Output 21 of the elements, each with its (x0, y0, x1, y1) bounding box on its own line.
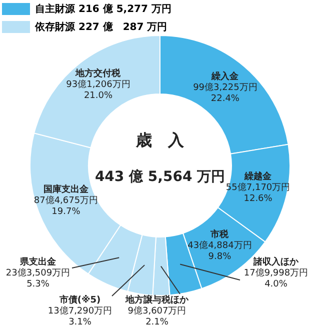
data-label: 99億3,225万円 22.4% (193, 82, 258, 104)
slice-label: 地方交付税 (74, 68, 122, 80)
data-label: 17億9,998万円 4.0% (244, 267, 308, 290)
slice-label: 繰入金 (210, 71, 240, 82)
data-label: 87億4,675万円 19.7% (34, 195, 98, 218)
data-label: 9億3,607万円 2.1% (128, 305, 186, 328)
slice-label: 市債(※5) (58, 294, 101, 306)
text: 443 億 5,564 万円 (94, 168, 226, 186)
text: 歳 入 (135, 130, 185, 150)
slice-label: 地方譲与税ほか (124, 294, 190, 306)
data-label: 23億3,509万円 5.3% (6, 267, 70, 290)
slice-label: 諸収入ほか (252, 256, 300, 268)
data-label: 43億4,884万円 9.8% (188, 240, 252, 262)
slice-label: 繰越金 (244, 171, 273, 182)
text: 依存財源 227 億 287 万円 (35, 20, 168, 34)
data-label: 93億1,206万円 21.0% (66, 79, 130, 102)
text: 自主財源 216 億 5,277 万円 (35, 2, 172, 16)
slice-label: 県支出金 (19, 256, 57, 268)
slice-label: 国庫支出金 (43, 184, 90, 196)
slice-label: 市税 (210, 228, 230, 240)
data-label: 13億7,290万円 3.1% (48, 305, 112, 328)
